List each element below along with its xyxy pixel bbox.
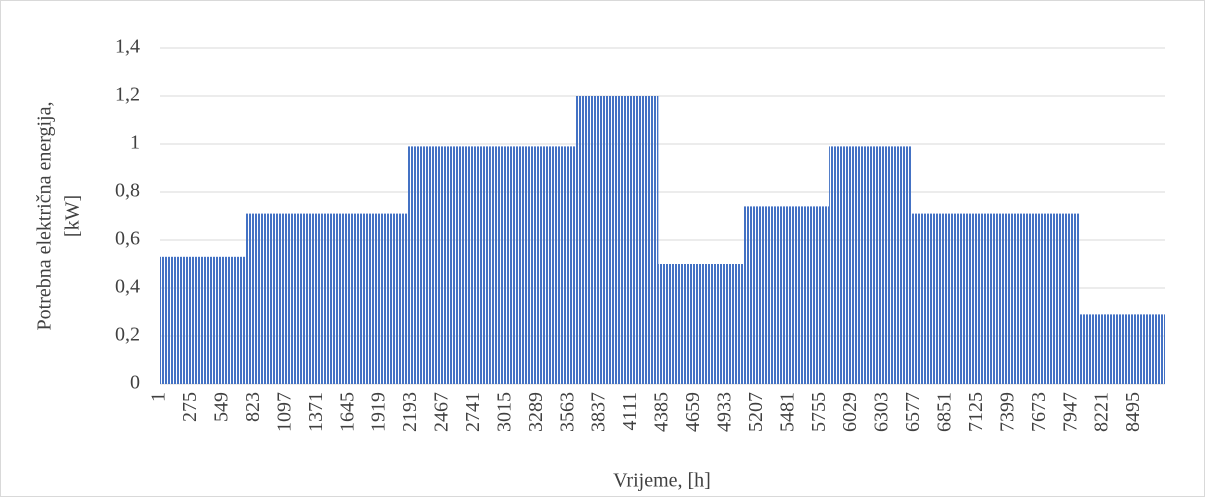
x-tick-label: 6029 bbox=[839, 392, 861, 432]
x-tick-label: 6851 bbox=[934, 392, 956, 432]
x-tick-label: 4385 bbox=[651, 392, 673, 432]
x-axis-title: Vrijeme, [h] bbox=[613, 470, 711, 492]
x-tick-label: 6577 bbox=[902, 392, 924, 432]
x-tick-label: 5207 bbox=[745, 392, 767, 432]
y-axis-title: [kW] bbox=[62, 195, 84, 237]
bar bbox=[658, 264, 744, 384]
x-tick-label: 1371 bbox=[305, 392, 327, 432]
x-tick-label: 3015 bbox=[493, 392, 515, 432]
x-tick-label: 3563 bbox=[556, 392, 578, 432]
x-tick-label: 2193 bbox=[399, 392, 421, 432]
x-tick-label: 3837 bbox=[588, 392, 610, 432]
labels: 0 0,2 0,4 0,6 0,8 1 1,2 1,4 1 275 549 823 1097 1371 16… bbox=[115, 36, 1144, 432]
bar bbox=[407, 146, 491, 384]
x-tick-label: 275 bbox=[179, 392, 201, 422]
bar bbox=[743, 206, 830, 384]
x-tick-label: 1 bbox=[148, 392, 170, 402]
bar bbox=[160, 256, 246, 384]
bar bbox=[575, 96, 659, 384]
x-tick-label: 1645 bbox=[336, 392, 358, 432]
bar bbox=[1079, 314, 1165, 384]
x-tick-label: 8221 bbox=[1091, 392, 1113, 432]
x-tick-label: 6303 bbox=[871, 392, 893, 432]
x-tick-label: 823 bbox=[242, 392, 264, 422]
y-tick-label: 1,4 bbox=[115, 36, 140, 58]
x-tick-label: 3289 bbox=[525, 392, 547, 432]
y-tick-label: 1,2 bbox=[115, 84, 140, 106]
x-tick-label: 1919 bbox=[368, 392, 390, 432]
x-tick-label: 7399 bbox=[996, 392, 1018, 432]
x-tick-label: 2741 bbox=[462, 392, 484, 432]
x-tick-label: 4933 bbox=[713, 392, 735, 432]
x-tick-label: 7673 bbox=[1028, 392, 1050, 432]
y-tick-label: 0 bbox=[130, 372, 140, 394]
y-tick-label: 1 bbox=[130, 132, 140, 154]
x-tick-label: 7947 bbox=[1059, 392, 1081, 432]
bar bbox=[245, 213, 323, 384]
x-tick-label: 7125 bbox=[965, 392, 987, 432]
bar bbox=[911, 213, 998, 384]
y-tick-label: 0,4 bbox=[115, 276, 140, 298]
y-tick-label: 0,2 bbox=[115, 324, 140, 346]
x-tick-label: 4659 bbox=[682, 392, 704, 432]
bar bbox=[490, 146, 576, 384]
x-tick-label: 4111 bbox=[619, 392, 641, 431]
bar bbox=[997, 213, 1080, 384]
x-tick-label: 5755 bbox=[808, 392, 830, 432]
bar bbox=[829, 146, 912, 384]
y-axis-title: Potrebna električna energija, bbox=[34, 102, 56, 331]
x-tick-label: 1097 bbox=[273, 392, 295, 432]
y-tick-label: 0,8 bbox=[115, 180, 140, 202]
x-tick-label: 549 bbox=[211, 392, 233, 422]
bar bbox=[322, 213, 408, 384]
y-tick-label: 0,6 bbox=[115, 228, 140, 250]
bars bbox=[160, 96, 1165, 384]
x-tick-label: 2467 bbox=[431, 392, 453, 432]
x-tick-label: 8495 bbox=[1122, 392, 1144, 432]
x-tick-label: 5481 bbox=[776, 392, 798, 432]
